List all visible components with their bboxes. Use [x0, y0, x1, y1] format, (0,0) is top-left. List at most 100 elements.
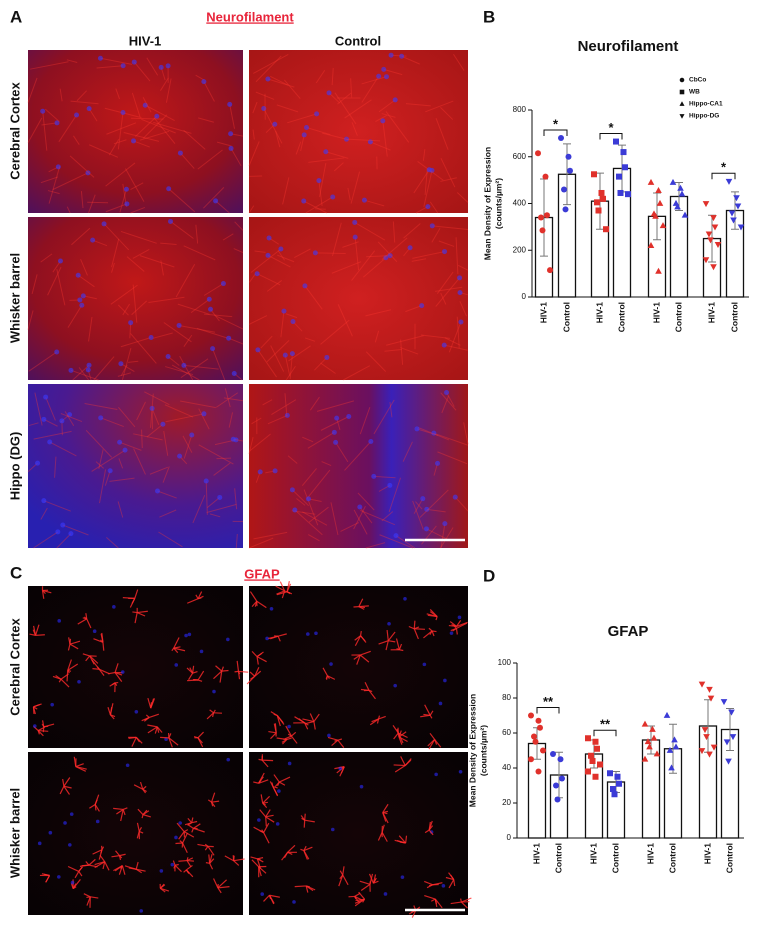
nucleus	[55, 529, 61, 535]
fiber	[350, 171, 361, 204]
astrocyte	[398, 731, 407, 738]
fiber	[354, 222, 386, 241]
micrograph	[249, 384, 468, 548]
data-point	[558, 135, 564, 142]
nucleus	[57, 875, 61, 879]
nucleus	[41, 498, 47, 504]
data-point	[668, 764, 675, 771]
astrocyte	[283, 852, 289, 859]
astrocyte	[210, 792, 216, 803]
fiber	[160, 260, 164, 276]
data-point	[655, 187, 662, 194]
astrocyte	[413, 628, 419, 640]
nucleus	[272, 121, 278, 127]
astrocyte	[309, 713, 315, 722]
astrocyte	[263, 894, 270, 902]
fiber	[463, 422, 469, 445]
significance-bracket	[593, 729, 617, 737]
x-tick-label: HIV-1	[588, 843, 598, 865]
nucleus	[217, 494, 223, 500]
data-point	[535, 768, 542, 775]
astrocyte	[102, 861, 106, 870]
fiber	[196, 327, 228, 339]
fiber	[384, 349, 402, 352]
x-tick-label: Control	[673, 302, 683, 332]
astrocyte	[395, 638, 400, 650]
fiber	[105, 162, 136, 187]
fiber	[192, 494, 206, 524]
y-tick-label: 800	[513, 105, 527, 114]
fiber	[351, 122, 358, 136]
nucleus	[35, 460, 41, 466]
fiber	[266, 280, 283, 292]
data-point	[595, 207, 602, 214]
fiber	[437, 451, 468, 465]
fiber	[108, 139, 120, 156]
fiber	[153, 117, 176, 145]
fiber	[453, 54, 465, 71]
data-point	[616, 780, 622, 787]
fiber	[308, 157, 345, 163]
astrocyte	[456, 621, 468, 627]
nucleus	[160, 421, 166, 427]
data-point	[714, 242, 722, 249]
astrocyte	[109, 714, 115, 720]
fiber	[346, 138, 381, 142]
data-point	[594, 199, 600, 206]
fiber	[344, 99, 372, 119]
fiber	[106, 122, 137, 135]
astrocyte	[62, 778, 65, 787]
fiber	[178, 324, 216, 333]
astrocyte	[428, 627, 433, 632]
fiber	[120, 230, 157, 244]
nucleus	[178, 821, 182, 825]
fiber	[260, 335, 273, 349]
astrocyte	[187, 598, 199, 604]
astrocyte	[114, 663, 119, 673]
nucleus	[431, 430, 437, 436]
legend-marker	[679, 77, 685, 83]
data-point	[538, 214, 544, 221]
astrocyte	[338, 874, 344, 887]
fiber	[331, 222, 342, 257]
fiber	[330, 502, 339, 536]
astrocyte	[41, 873, 50, 877]
fiber	[170, 221, 194, 239]
astrocyte	[63, 785, 70, 795]
nucleus	[333, 439, 339, 445]
fiber	[40, 507, 48, 520]
fiber	[111, 238, 120, 268]
y-axis-label: Mean Density of Expression	[482, 147, 492, 260]
fiber	[182, 435, 193, 453]
astrocyte	[224, 855, 234, 862]
fiber	[364, 199, 385, 207]
fiber	[41, 122, 58, 126]
astrocyte	[263, 832, 270, 844]
astrocyte	[331, 739, 339, 746]
astrocyte	[69, 640, 81, 645]
astrocyte	[276, 715, 281, 727]
astrocyte	[121, 865, 126, 875]
astrocyte	[107, 707, 111, 715]
astrocyte	[304, 722, 309, 730]
astrocyte	[217, 879, 228, 889]
fiber	[248, 537, 274, 549]
significance-bracket	[599, 133, 623, 140]
fiber	[344, 441, 372, 471]
fiber	[73, 135, 80, 145]
significance-bracket	[711, 172, 736, 180]
fiber	[27, 77, 38, 103]
fiber	[150, 393, 154, 428]
data-point	[535, 717, 542, 724]
fiber	[80, 258, 88, 276]
fiber	[205, 480, 208, 515]
data-point	[710, 215, 717, 222]
astrocyte	[171, 647, 175, 652]
fiber	[175, 264, 196, 298]
fiber	[56, 269, 66, 306]
nucleus	[174, 663, 179, 667]
nucleus	[265, 252, 271, 258]
fiber	[435, 277, 460, 307]
fiber	[402, 441, 413, 462]
fiber	[96, 65, 124, 69]
